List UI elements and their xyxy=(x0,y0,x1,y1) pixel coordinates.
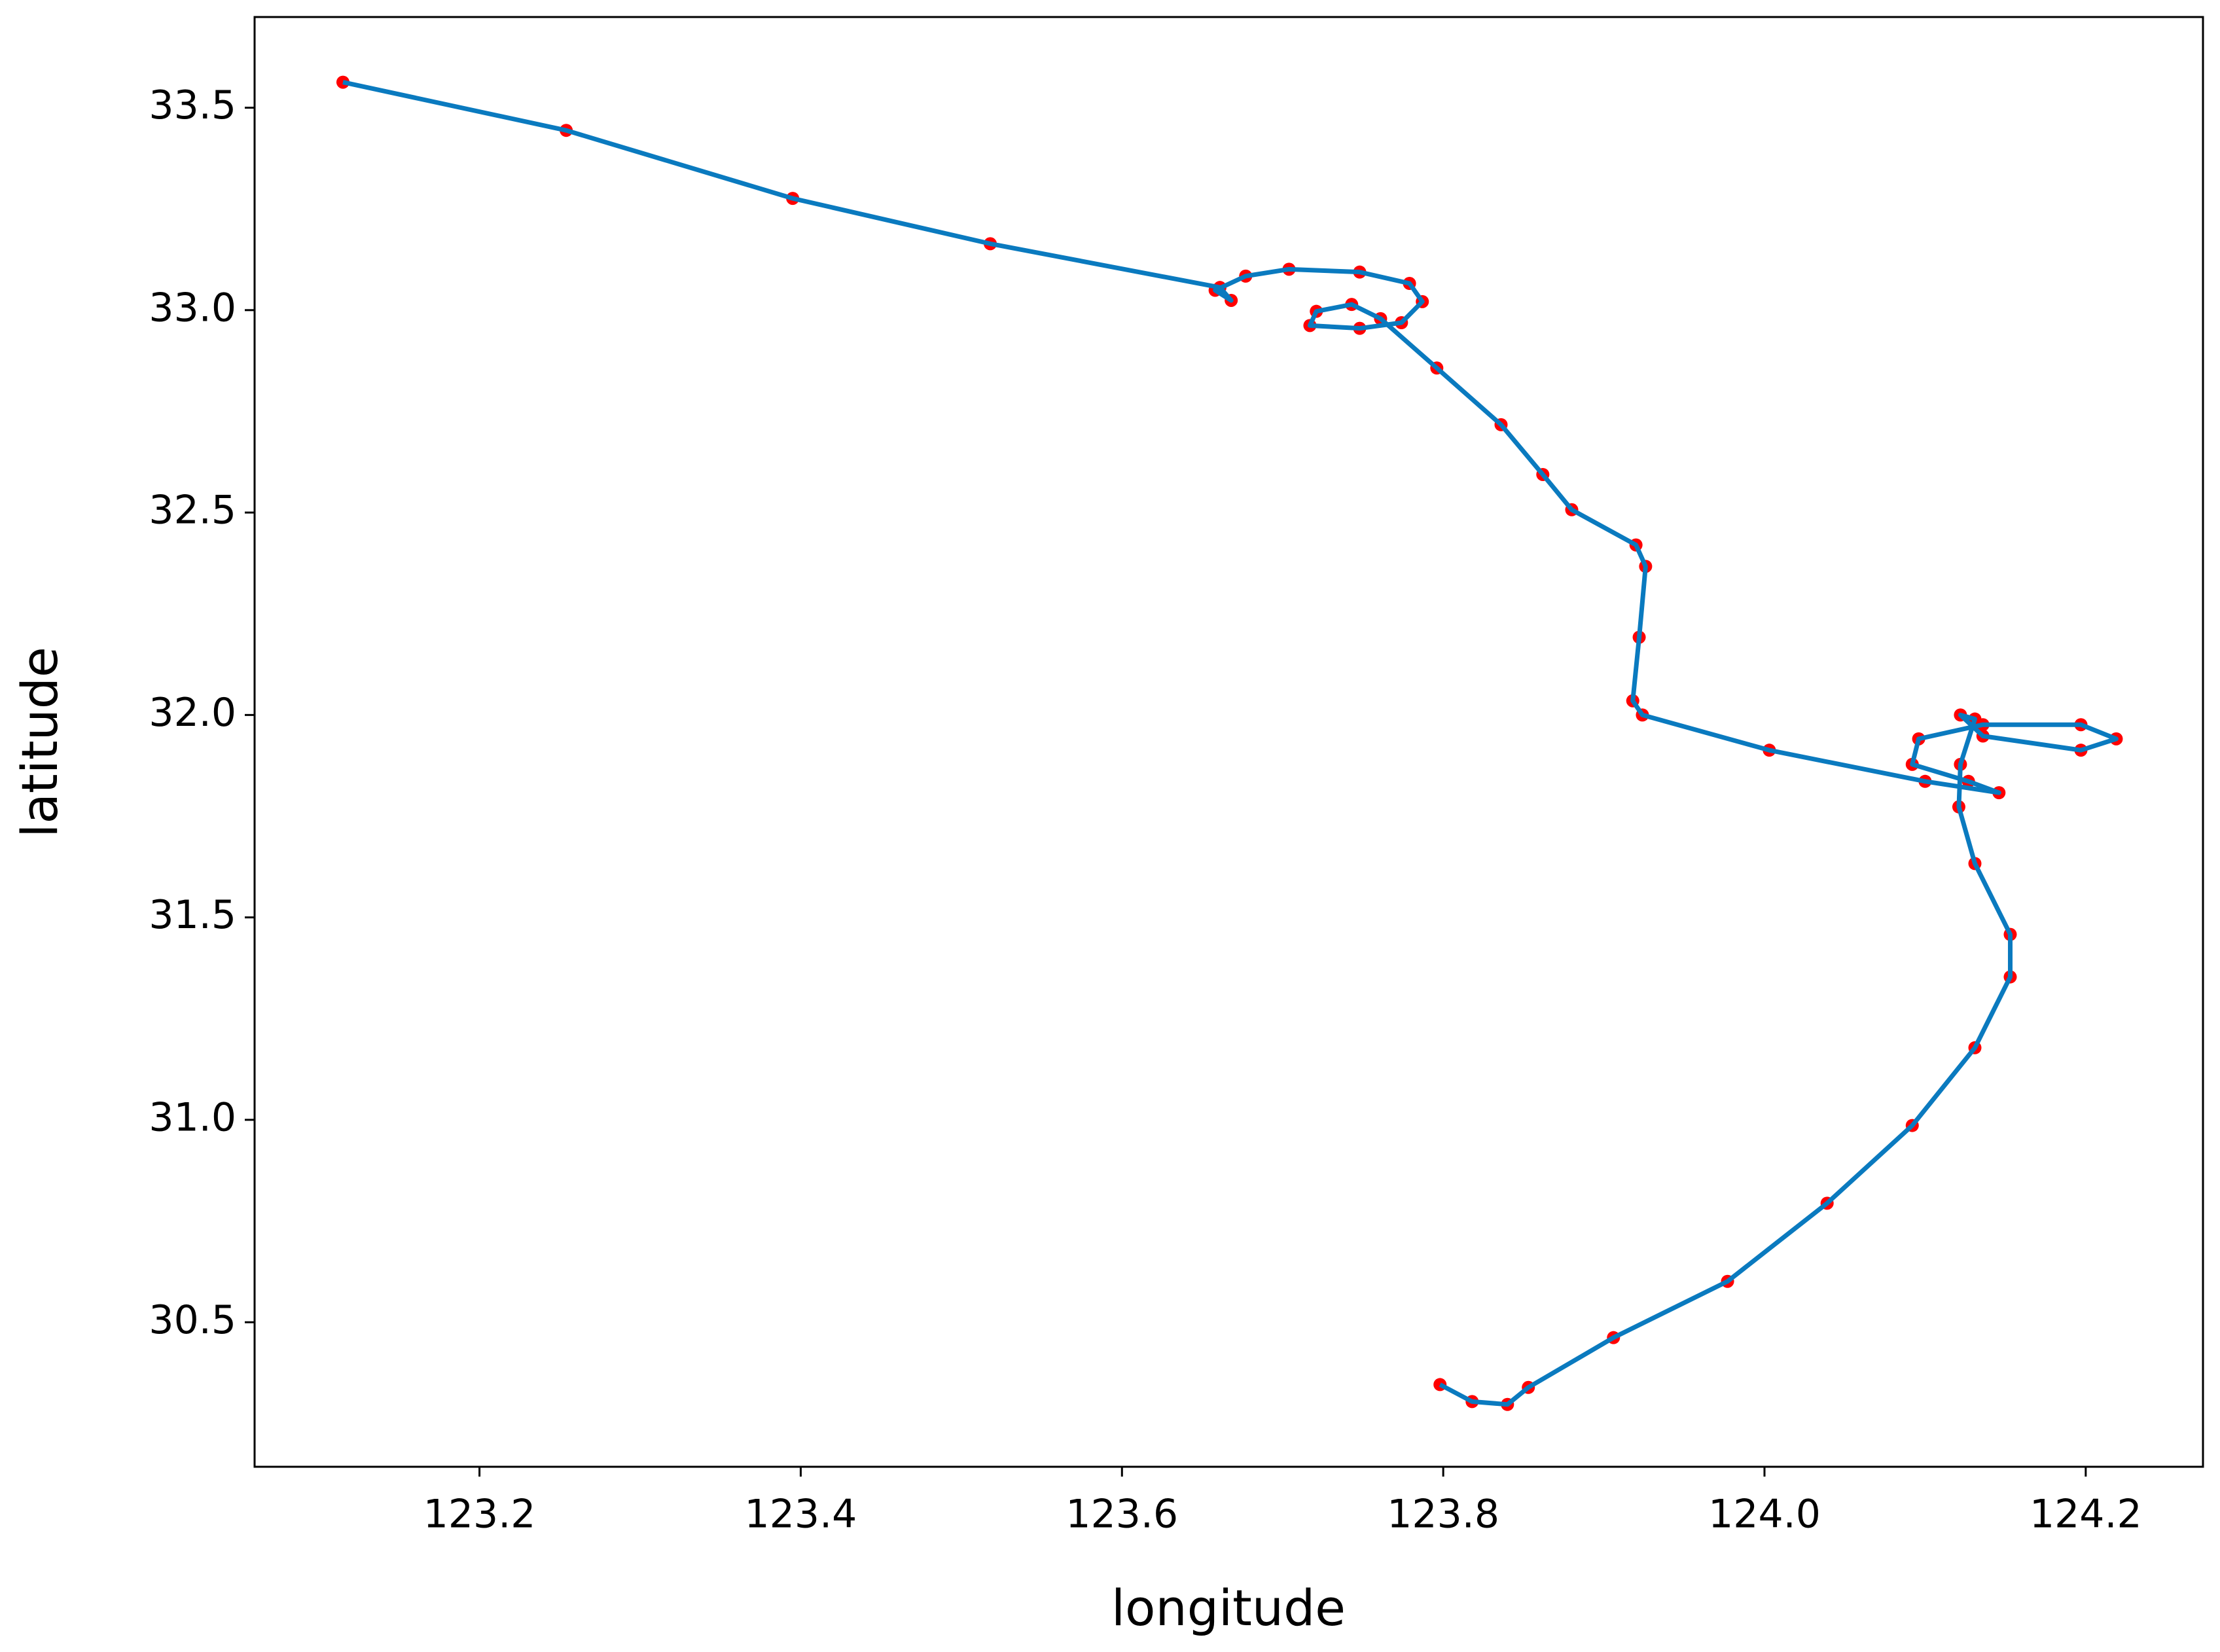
x-tick-label: 123.6 xyxy=(1065,1492,1178,1537)
x-tick-label: 123.4 xyxy=(745,1492,857,1537)
x-tick-label: 124.0 xyxy=(1708,1492,1821,1537)
x-tick-label: 124.2 xyxy=(2030,1492,2142,1537)
y-tick-label: 33.5 xyxy=(149,82,236,128)
y-tick-label: 33.0 xyxy=(149,285,236,331)
y-tick-label: 31.5 xyxy=(149,892,236,938)
y-tick-label: 32.0 xyxy=(149,690,236,736)
y-tick-label: 30.5 xyxy=(149,1297,236,1343)
x-axis-label: longitude xyxy=(1111,1579,1346,1637)
y-tick-label: 31.0 xyxy=(149,1095,236,1141)
y-tick-label: 32.5 xyxy=(149,488,236,533)
x-tick-label: 123.2 xyxy=(423,1492,536,1537)
line xyxy=(342,80,2119,1407)
y-axis-label: latitude xyxy=(10,647,69,838)
x-tick-label: 123.8 xyxy=(1387,1492,1499,1537)
axes-frame xyxy=(253,16,2204,1468)
